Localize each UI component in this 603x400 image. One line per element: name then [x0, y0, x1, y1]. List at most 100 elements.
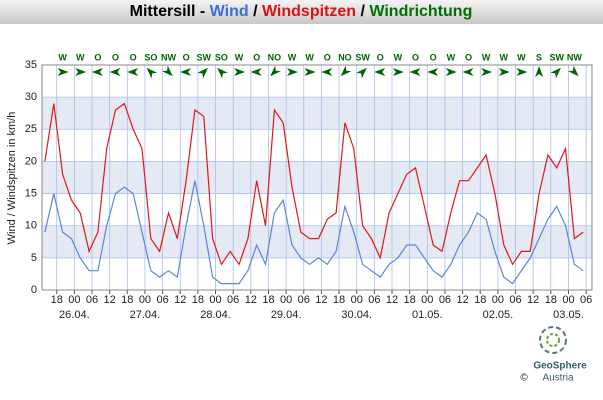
x-tick-label: 12	[527, 294, 539, 306]
x-tick-label: 18	[333, 294, 345, 306]
direction-label: NO	[338, 52, 352, 62]
x-tick-label: 18	[404, 294, 416, 306]
x-tick-label: 18	[51, 294, 63, 306]
direction-arrow	[340, 65, 352, 77]
direction-label: O	[412, 52, 419, 62]
x-tick-label: 00	[492, 294, 504, 306]
direction-label: O	[183, 52, 190, 62]
direction-arrow	[234, 68, 246, 76]
x-tick-label: 06	[298, 294, 310, 306]
date-label: 29.04.	[271, 309, 302, 321]
direction-arrow	[162, 65, 173, 77]
grid-band	[42, 225, 592, 258]
direction-label: W	[76, 52, 85, 62]
direction-arrow	[568, 65, 579, 77]
x-tick-label: 12	[456, 294, 468, 306]
line	[44, 180, 584, 285]
direction-arrow	[197, 67, 209, 79]
date-label: 28.04.	[200, 309, 231, 321]
x-tick-label: 00	[562, 294, 574, 306]
direction-arrow	[109, 68, 121, 76]
direction-label: W	[305, 52, 314, 62]
title-part: Windrichtung	[369, 3, 472, 20]
direction-arrow	[217, 67, 228, 79]
grid-band	[42, 97, 592, 130]
direction-label: W	[517, 52, 526, 62]
title-part: Wind	[210, 3, 249, 20]
x-tick-label: 00	[209, 294, 221, 306]
x-tick-label: 06	[227, 294, 239, 306]
direction-label: SO	[144, 52, 157, 62]
direction-label: NW	[567, 52, 582, 62]
direction-label: O	[324, 52, 331, 62]
x-tick-label: 00	[139, 294, 151, 306]
x-tick-label: 06	[86, 294, 98, 306]
logo-sub: Austria	[542, 373, 574, 384]
direction-arrow	[498, 68, 510, 76]
x-tick-label: 06	[368, 294, 380, 306]
date-label: 03.05.	[553, 309, 584, 321]
direction-label: O	[112, 52, 119, 62]
y-tick-label: 30	[25, 91, 37, 103]
grid-band	[42, 161, 592, 194]
direction-arrow	[180, 68, 192, 76]
y-tick-label: 35	[25, 59, 37, 71]
date-label: 01.05.	[412, 309, 443, 321]
direction-label: NO	[268, 52, 282, 62]
title-part: Mittersill -	[130, 3, 210, 20]
x-tick-label: 12	[315, 294, 327, 306]
x-tick-label: 18	[474, 294, 486, 306]
direction-arrow	[445, 68, 457, 76]
direction-label: S	[536, 52, 542, 62]
direction-label: W	[288, 52, 297, 62]
direction-label: O	[130, 52, 137, 62]
title-part: /	[356, 3, 369, 20]
x-tick-label: 18	[262, 294, 274, 306]
date-label: 26.04.	[59, 309, 90, 321]
direction-label: NW	[161, 52, 176, 62]
direction-label: W	[394, 52, 403, 62]
direction-arrow	[462, 68, 474, 76]
direction-label: W	[482, 52, 491, 62]
direction-arrow	[481, 68, 493, 76]
date-label: 30.04.	[341, 309, 372, 321]
y-tick-label: 5	[31, 252, 37, 264]
x-tick-label: 06	[580, 294, 592, 306]
direction-arrow	[321, 68, 333, 76]
y-tick-label: 0	[31, 284, 37, 296]
x-tick-label: 06	[439, 294, 451, 306]
direction-arrow	[409, 68, 421, 76]
x-tick-label: 00	[68, 294, 80, 306]
logo-name: GeoSphere	[533, 361, 587, 372]
direction-label: SO	[215, 52, 228, 62]
title-part: Windspitzen	[262, 3, 356, 20]
x-tick-label: 00	[421, 294, 433, 306]
direction-arrow	[392, 68, 404, 76]
direction-label: W	[447, 52, 456, 62]
x-tick-label: 00	[280, 294, 292, 306]
direction-arrow	[550, 67, 561, 79]
direction-label: O	[377, 52, 384, 62]
y-tick-label: 25	[25, 123, 37, 135]
direction-arrow	[270, 65, 281, 77]
x-tick-label: 18	[121, 294, 133, 306]
direction-arrow	[75, 68, 87, 76]
x-tick-label: 18	[192, 294, 204, 306]
logo-icon	[539, 326, 567, 354]
date-label: 02.05.	[483, 309, 514, 321]
title-part: /	[249, 3, 262, 20]
y-tick-label: 10	[25, 220, 37, 232]
direction-label: SW	[355, 52, 370, 62]
direction-arrow	[127, 68, 139, 76]
direction-arrow	[374, 68, 386, 76]
direction-arrow	[516, 68, 528, 76]
chart-title: Mittersill - Wind / Windspitzen / Windri…	[130, 3, 473, 20]
title-bar	[0, 0, 603, 24]
direction-arrow	[250, 68, 262, 76]
direction-arrow	[427, 68, 439, 76]
x-tick-label: 06	[156, 294, 168, 306]
y-tick-label: 20	[25, 155, 37, 167]
direction-label: W	[58, 52, 67, 62]
direction-arrow	[535, 66, 544, 77]
